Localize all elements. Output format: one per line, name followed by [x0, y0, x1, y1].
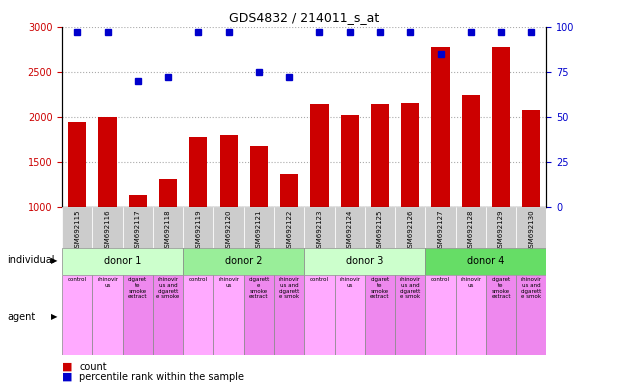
Bar	[425, 248, 546, 275]
Text: cigaret
te
smoke
extract: cigaret te smoke extract	[370, 277, 390, 300]
Text: donor 4: donor 4	[467, 256, 505, 266]
Text: GSM692118: GSM692118	[165, 209, 171, 252]
Bar	[62, 207, 93, 248]
Text: GSM692128: GSM692128	[468, 209, 474, 252]
Bar	[456, 275, 486, 355]
Text: ■: ■	[62, 372, 73, 382]
Text: control: control	[68, 277, 87, 282]
Bar	[516, 207, 546, 248]
Bar	[62, 248, 183, 275]
Bar	[371, 104, 389, 207]
Bar	[395, 207, 425, 248]
Bar	[516, 275, 546, 355]
Bar	[153, 275, 183, 355]
Text: cigaret
te
smoke
extract: cigaret te smoke extract	[491, 277, 511, 300]
Text: cigaret
te
smoke
extract: cigaret te smoke extract	[128, 277, 148, 300]
Bar	[159, 179, 177, 207]
Bar	[98, 117, 117, 207]
Text: GSM692121: GSM692121	[256, 209, 262, 252]
Bar	[214, 207, 243, 248]
Bar	[432, 47, 450, 207]
Text: rhinovir
us: rhinovir us	[460, 277, 481, 288]
Bar	[243, 207, 274, 248]
Text: ■: ■	[62, 362, 73, 372]
Bar	[522, 110, 540, 207]
Text: rhinovir
us: rhinovir us	[339, 277, 360, 288]
Bar	[129, 195, 147, 207]
Bar	[425, 207, 456, 248]
Text: GSM692122: GSM692122	[286, 209, 292, 252]
Text: GSM692129: GSM692129	[498, 209, 504, 252]
Bar	[250, 146, 268, 207]
Title: GDS4832 / 214011_s_at: GDS4832 / 214011_s_at	[229, 11, 379, 24]
Bar	[274, 207, 304, 248]
Text: GSM692125: GSM692125	[377, 209, 383, 252]
Bar	[280, 174, 298, 207]
Bar	[183, 248, 304, 275]
Text: control: control	[189, 277, 208, 282]
Bar	[214, 275, 243, 355]
Text: rhinovir
us and
cigarett
e smoke: rhinovir us and cigarett e smoke	[156, 277, 179, 300]
Bar	[461, 96, 480, 207]
Text: ▶: ▶	[51, 312, 57, 321]
Bar	[486, 275, 516, 355]
Text: GSM692115: GSM692115	[75, 209, 80, 252]
Bar	[62, 275, 93, 355]
Bar	[395, 275, 425, 355]
Bar	[310, 104, 329, 207]
Text: GSM692123: GSM692123	[317, 209, 322, 252]
Text: GSM692126: GSM692126	[407, 209, 413, 252]
Bar	[93, 275, 123, 355]
Bar	[304, 275, 335, 355]
Text: agent: agent	[7, 312, 35, 322]
Text: GSM692127: GSM692127	[438, 209, 443, 252]
Text: rhinovir
us: rhinovir us	[97, 277, 118, 288]
Bar	[492, 47, 510, 207]
Bar	[456, 207, 486, 248]
Text: control: control	[310, 277, 329, 282]
Text: GSM692117: GSM692117	[135, 209, 141, 252]
Bar	[335, 275, 365, 355]
Text: GSM692120: GSM692120	[225, 209, 232, 252]
Bar	[220, 135, 238, 207]
Text: rhinovir
us: rhinovir us	[218, 277, 239, 288]
Bar	[365, 275, 395, 355]
Text: rhinovir
us and
cigarett
e smok: rhinovir us and cigarett e smok	[279, 277, 300, 300]
Bar	[304, 207, 335, 248]
Text: donor 2: donor 2	[225, 256, 263, 266]
Text: donor 3: donor 3	[346, 256, 384, 266]
Bar	[274, 275, 304, 355]
Bar	[335, 207, 365, 248]
Bar	[243, 275, 274, 355]
Text: rhinovir
us and
cigarett
e smok: rhinovir us and cigarett e smok	[521, 277, 542, 300]
Text: cigarett
e
smoke
extract: cigarett e smoke extract	[248, 277, 270, 300]
Text: GSM692124: GSM692124	[347, 209, 353, 252]
Text: donor 1: donor 1	[104, 256, 142, 266]
Bar	[122, 207, 153, 248]
Bar	[340, 115, 359, 207]
Bar	[153, 207, 183, 248]
Text: ▶: ▶	[51, 256, 57, 265]
Bar	[183, 275, 214, 355]
Bar	[122, 275, 153, 355]
Text: control: control	[431, 277, 450, 282]
Bar	[304, 248, 425, 275]
Bar	[365, 207, 395, 248]
Text: GSM692119: GSM692119	[196, 209, 201, 252]
Bar	[401, 103, 419, 207]
Text: percentile rank within the sample: percentile rank within the sample	[79, 372, 245, 382]
Text: count: count	[79, 362, 107, 372]
Bar	[486, 207, 516, 248]
Bar	[189, 137, 207, 207]
Text: rhinovir
us and
cigarett
e smok: rhinovir us and cigarett e smok	[400, 277, 421, 300]
Text: GSM692116: GSM692116	[104, 209, 111, 252]
Bar	[93, 207, 123, 248]
Text: individual: individual	[7, 255, 55, 265]
Text: GSM692130: GSM692130	[528, 209, 534, 252]
Bar	[183, 207, 214, 248]
Bar	[425, 275, 456, 355]
Bar	[68, 122, 86, 207]
